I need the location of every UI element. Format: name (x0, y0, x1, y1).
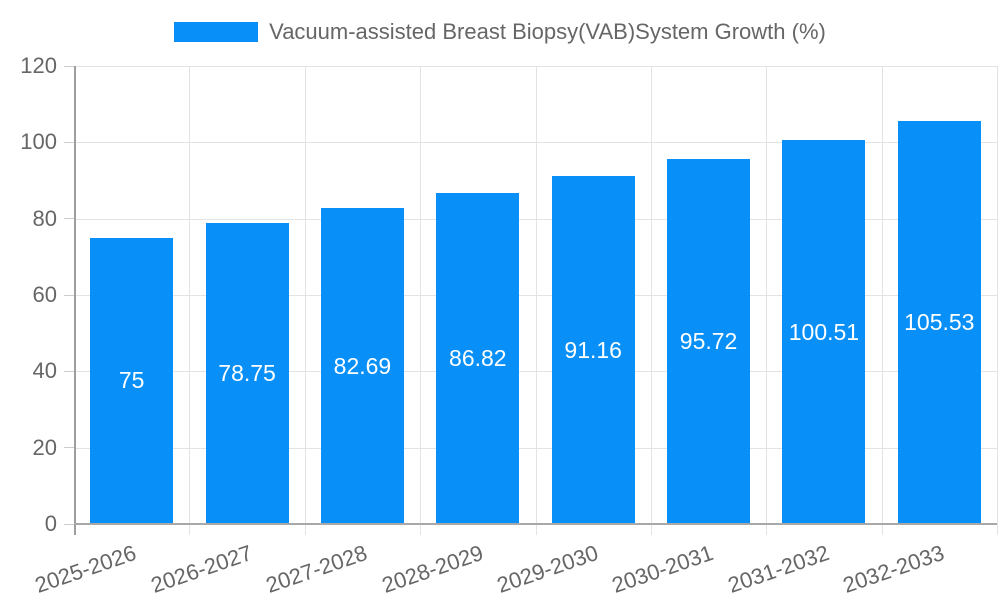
bar-value-label: 86.82 (449, 344, 507, 371)
bar[interactable]: 100.51 (782, 140, 866, 524)
bar-value-label: 100.51 (788, 318, 860, 345)
y-axis-label: 60 (32, 282, 57, 307)
bar[interactable]: 91.16 (551, 176, 635, 524)
bar[interactable]: 105.53 (897, 121, 981, 524)
gridline-vertical (650, 66, 652, 535)
y-axis-tick (64, 218, 74, 220)
y-axis-label: 80 (32, 205, 57, 231)
gridline-vertical (881, 66, 883, 535)
y-axis-label: 100 (20, 129, 57, 155)
x-axis-label: 2031-2032 (724, 540, 833, 598)
bar[interactable]: 78.75 (205, 223, 289, 524)
bar[interactable]: 82.69 (320, 208, 404, 524)
y-axis-label: 120 (20, 53, 57, 78)
bar[interactable]: 86.82 (436, 192, 520, 524)
y-axis-tick (64, 141, 74, 143)
x-axis-label: 2032-2033 (839, 540, 948, 598)
y-axis-tick (64, 370, 74, 372)
y-axis-tick (64, 447, 74, 449)
y-axis-line (74, 66, 76, 535)
gridline-vertical (997, 66, 998, 535)
gridline-vertical (189, 66, 191, 535)
x-axis-label: 2026-2027 (147, 540, 256, 598)
y-axis-tick (64, 523, 74, 525)
y-axis-label: 0 (44, 511, 57, 536)
bar-value-label: 95.72 (679, 327, 738, 354)
bar-value-label: 78.75 (218, 360, 276, 387)
bar-value-label: 82.69 (333, 352, 392, 379)
bar[interactable]: 75 (90, 237, 174, 524)
gridline-vertical (304, 66, 306, 535)
legend-swatch (174, 22, 259, 42)
y-axis-label: 20 (32, 434, 57, 460)
bar-value-label: 91.16 (564, 336, 622, 363)
x-axis-label: 2025-2026 (32, 540, 140, 598)
x-axis-line (74, 523, 997, 525)
y-axis-tick (64, 294, 74, 296)
legend[interactable]: Vacuum-assisted Breast Biopsy(VAB)System… (0, 19, 1000, 45)
y-axis-tick (64, 65, 74, 67)
bar[interactable]: 95.72 (667, 158, 751, 524)
gridline-vertical (535, 66, 537, 535)
bar-value-label: 75 (118, 367, 145, 394)
x-axis-label: 2030-2031 (609, 540, 717, 598)
y-axis-label: 40 (32, 358, 57, 384)
x-axis-label: 2027-2028 (262, 540, 371, 598)
gridline-vertical (420, 66, 422, 535)
x-axis-label: 2029-2030 (493, 540, 602, 598)
x-axis-label: 2028-2029 (378, 540, 486, 598)
bar-value-label: 105.53 (904, 309, 975, 336)
legend-label: Vacuum-assisted Breast Biopsy(VAB)System… (269, 19, 826, 44)
gridline-vertical (766, 66, 768, 535)
